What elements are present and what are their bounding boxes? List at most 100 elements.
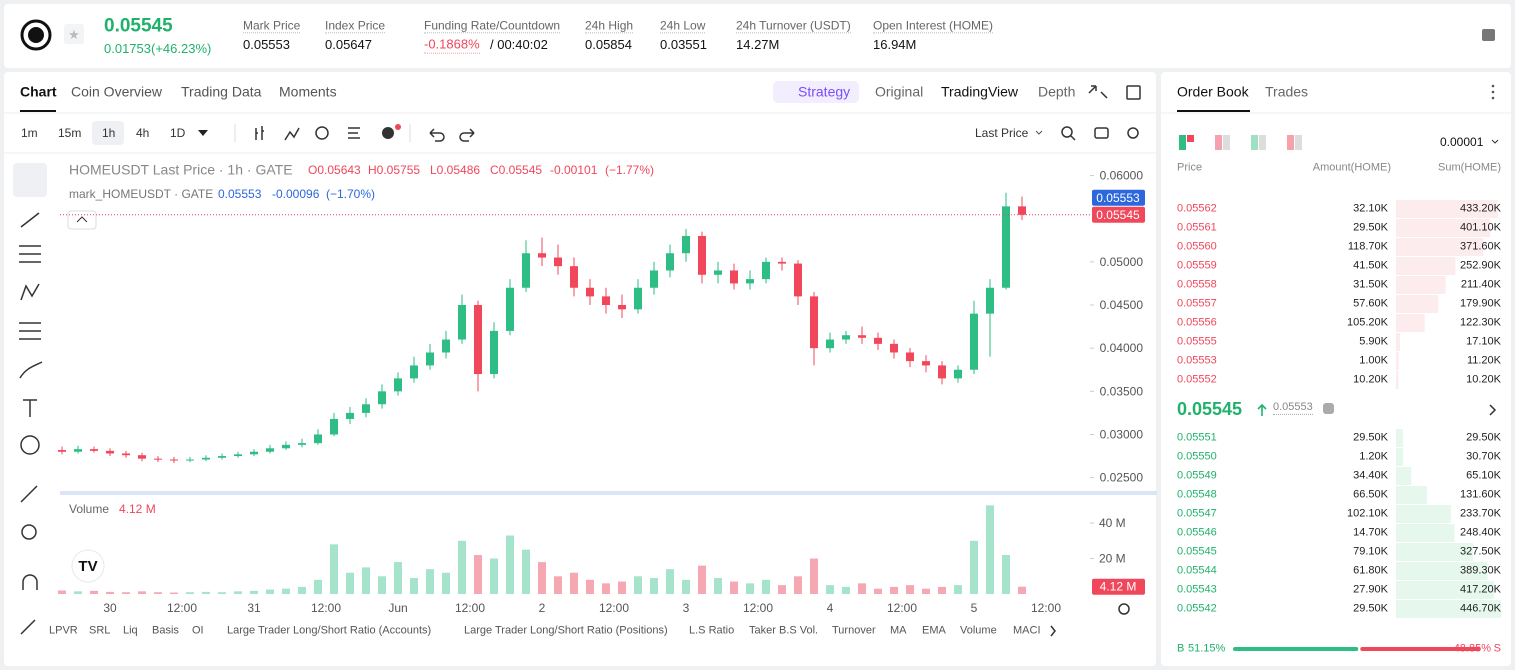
strategy-pill[interactable]: [773, 81, 859, 103]
settings-icon[interactable]: [1118, 603, 1130, 615]
volume-bar: [186, 592, 194, 594]
zoom-tool[interactable]: [21, 524, 37, 540]
interval[interactable]: 15m: [58, 125, 82, 140]
layout-asks[interactable]: [1215, 135, 1222, 150]
book-price[interactable]: 0.05560: [1177, 240, 1217, 253]
fib-tool[interactable]: [19, 245, 41, 263]
undo-icon[interactable]: [429, 128, 445, 142]
indicator[interactable]: Taker B.S Vol.: [749, 624, 819, 637]
book-price[interactable]: 0.05556: [1177, 316, 1217, 329]
book-tab[interactable]: Trades: [1265, 83, 1309, 100]
more-arrow[interactable]: [1050, 625, 1056, 637]
view-tab[interactable]: Strategy: [798, 83, 851, 100]
tool-selected: [13, 163, 47, 197]
chart-tab[interactable]: Chart: [20, 83, 57, 100]
book-price[interactable]: 0.05543: [1177, 583, 1217, 596]
indicator[interactable]: Volume: [960, 624, 997, 637]
indicator[interactable]: Liq: [123, 624, 138, 637]
precision-caret[interactable]: [1491, 139, 1499, 144]
book-price[interactable]: 0.05550: [1177, 450, 1217, 463]
interval[interactable]: 1h: [102, 125, 116, 140]
book-price[interactable]: 0.05549: [1177, 469, 1217, 482]
indicator[interactable]: OI: [192, 624, 204, 637]
replay-icon[interactable]: [315, 126, 329, 140]
volume-bar: [234, 591, 242, 594]
indicator[interactable]: Turnover: [832, 624, 876, 637]
window-icon[interactable]: [1126, 85, 1141, 100]
pen-tool[interactable]: [20, 619, 36, 635]
indicator[interactable]: SRL: [89, 624, 111, 637]
more-arrow[interactable]: [1489, 404, 1497, 416]
projection-tool[interactable]: [19, 322, 41, 340]
chart-tab[interactable]: Coin Overview: [71, 83, 163, 100]
add-indicator-icon[interactable]: [382, 127, 394, 139]
book-price[interactable]: 0.05547: [1177, 507, 1217, 520]
redo-icon[interactable]: [459, 128, 475, 142]
candle-icon[interactable]: [255, 126, 264, 140]
chart-tab[interactable]: Moments: [279, 83, 337, 100]
search-icon[interactable]: [1061, 126, 1073, 138]
layout-bids[interactable]: [1251, 135, 1258, 150]
mark-info-icon[interactable]: [1323, 403, 1334, 414]
interval[interactable]: 1D: [170, 125, 186, 140]
book-price[interactable]: 0.05552: [1177, 373, 1217, 386]
template-icon[interactable]: [348, 127, 360, 139]
price-source[interactable]: Last Price: [975, 125, 1029, 140]
layout-both[interactable]: [1179, 135, 1186, 150]
indicator[interactable]: Large Trader Long/Short Ratio (Positions…: [464, 624, 668, 637]
book-price[interactable]: 0.05562: [1177, 202, 1217, 215]
book-price[interactable]: 0.05561: [1177, 221, 1217, 234]
precision[interactable]: 0.00001: [1440, 134, 1484, 149]
book-price[interactable]: 0.05551: [1177, 431, 1217, 444]
book-price[interactable]: 0.05545: [1177, 545, 1217, 558]
interval-selected[interactable]: [92, 121, 124, 145]
book-sum: 29.50K: [1466, 431, 1501, 444]
indicator[interactable]: Large Trader Long/Short Ratio (Accounts): [227, 624, 432, 637]
indicator[interactable]: MACI: [1013, 624, 1041, 637]
indicator[interactable]: EMA: [922, 624, 946, 637]
collapse-button[interactable]: [67, 210, 97, 230]
book-tab[interactable]: Order Book: [1177, 83, 1249, 100]
volume-bar: [298, 586, 306, 594]
volume-bar: [906, 585, 914, 594]
book-price[interactable]: 0.05555: [1177, 335, 1217, 348]
emoji-tool[interactable]: [20, 435, 40, 455]
view-tab[interactable]: TradingView: [941, 83, 1019, 100]
favorite-button[interactable]: [64, 24, 84, 44]
menu-dot[interactable]: [1491, 84, 1495, 88]
tradingview-badge[interactable]: [71, 549, 105, 583]
volume-bar: [682, 579, 690, 594]
book-price[interactable]: 0.05557: [1177, 297, 1217, 310]
trendline-tool[interactable]: [20, 212, 40, 228]
book-price[interactable]: 0.05559: [1177, 259, 1217, 272]
indicator[interactable]: MA: [890, 624, 907, 637]
view-tab[interactable]: Original: [875, 83, 924, 100]
indicator[interactable]: Basis: [152, 624, 179, 637]
book-price[interactable]: 0.05548: [1177, 488, 1217, 501]
view-tab[interactable]: Depth: [1038, 83, 1076, 100]
book-price[interactable]: 0.05558: [1177, 278, 1217, 291]
settings-icon[interactable]: [1127, 127, 1139, 139]
book-price[interactable]: 0.05553: [1177, 354, 1217, 367]
interval[interactable]: 4h: [136, 125, 150, 140]
indicator[interactable]: L.S Ratio: [689, 624, 735, 637]
expand-icon[interactable]: [1088, 85, 1108, 99]
camera-icon[interactable]: [1094, 127, 1109, 139]
book-price[interactable]: 0.05544: [1177, 564, 1217, 577]
text-tool[interactable]: [23, 399, 37, 417]
x-tick-label: 12:00: [1030, 600, 1062, 615]
book-price[interactable]: 0.05546: [1177, 526, 1217, 539]
pattern-tool[interactable]: [20, 283, 40, 301]
chart-tab[interactable]: Trading Data: [181, 83, 262, 100]
candle-body: [874, 337, 882, 344]
indicator-icon[interactable]: [284, 127, 300, 141]
interval[interactable]: 1m: [21, 125, 38, 140]
indicator[interactable]: LPVR: [49, 624, 78, 637]
book-price[interactable]: 0.05542: [1177, 602, 1217, 615]
brush-tool[interactable]: [19, 361, 43, 379]
ruler-tool[interactable]: [20, 485, 38, 503]
layout-grid[interactable]: [1287, 135, 1294, 150]
magnet-tool[interactable]: [22, 574, 38, 590]
y-tick-label: 0.03500: [1100, 384, 1144, 398]
book-icon[interactable]: [1482, 29, 1495, 41]
